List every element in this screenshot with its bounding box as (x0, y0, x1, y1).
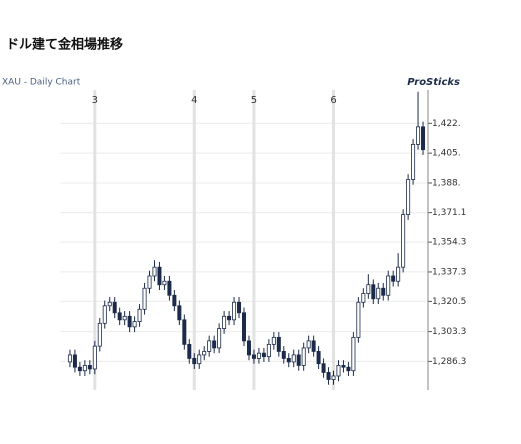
candle-body (301, 347, 306, 366)
candle-body (207, 340, 212, 352)
candle-body (157, 266, 162, 286)
candle-body (336, 365, 341, 377)
y-tick-label: 1,320.5 (432, 297, 466, 307)
candle-body (341, 365, 346, 368)
candle-body (72, 354, 77, 368)
candle-body (67, 354, 72, 363)
candle-body (112, 301, 117, 314)
candle-body (122, 315, 127, 321)
candle-body (321, 363, 326, 373)
candle-body (117, 312, 122, 321)
y-tick-label: 1,422. (432, 119, 461, 129)
candle-body (82, 365, 87, 372)
candle-body (222, 315, 227, 329)
candle-body (192, 358, 197, 365)
candle-body (276, 336, 281, 352)
candle-body (256, 352, 261, 359)
candle-body (92, 345, 97, 370)
candle-body (351, 336, 356, 372)
candle-body (366, 284, 371, 294)
candle-body (132, 321, 137, 328)
candle-body (311, 340, 316, 352)
candle-body (376, 287, 381, 300)
candle-body (147, 275, 152, 289)
candle-body (217, 328, 222, 349)
candle-body (77, 366, 82, 372)
y-tick-label: 1,303.3 (432, 327, 466, 337)
candle-body (296, 354, 301, 366)
candle-body (411, 143, 416, 180)
candle-body (291, 354, 296, 363)
candle-body (361, 293, 366, 303)
candle-body (346, 366, 351, 372)
candle-body (241, 312, 246, 342)
x-tick-label: 4 (191, 95, 197, 106)
candle-body (406, 179, 411, 215)
chart-title: ドル建て金相場推移 (6, 37, 123, 53)
candle-body (137, 308, 142, 322)
x-tick-label: 3 (92, 95, 98, 106)
candle-body (371, 284, 376, 300)
candle-body (326, 372, 331, 380)
y-tick-label: 1,337.3 (432, 267, 466, 277)
y-tick-label: 1,371.1 (432, 208, 466, 218)
x-tick-label: 6 (330, 95, 336, 106)
candle-body (386, 275, 391, 296)
candle-body (142, 287, 147, 310)
candle-body (251, 354, 256, 359)
candle-body (87, 365, 92, 370)
candle-body (286, 358, 291, 363)
candle-body (187, 343, 192, 359)
y-tick-label: 1,405. (432, 149, 461, 159)
candle-body (266, 343, 271, 358)
candle-body (162, 280, 167, 286)
candle-body (102, 305, 107, 324)
candle-body (271, 336, 276, 345)
candle-body (331, 375, 336, 380)
candle-body (401, 214, 406, 268)
candle-body (97, 322, 102, 347)
candle-body (396, 266, 401, 282)
candle-body (381, 287, 386, 296)
candle-body (167, 280, 172, 296)
y-tick-label: 1,286.3 (432, 357, 466, 367)
candle-body (356, 301, 361, 338)
candle-body (182, 319, 187, 345)
candle-body (107, 301, 112, 307)
candle-body (227, 315, 232, 321)
candle-body (237, 301, 242, 314)
candle-body (391, 275, 396, 282)
candle-body (202, 351, 207, 356)
y-tick-label: 1,354.3 (432, 238, 466, 248)
brand: ProSticks (407, 77, 460, 88)
y-tick-label: 1,388. (432, 178, 461, 188)
candle-body (197, 354, 202, 365)
candle-body (152, 266, 157, 277)
x-tick-label: 5 (251, 95, 257, 106)
candle-body (416, 126, 421, 145)
candle-body (281, 351, 286, 359)
chart-subtitle: XAU - Daily Chart (2, 78, 81, 88)
candle-body (177, 305, 182, 321)
candle-body (316, 351, 321, 365)
candle-body (421, 126, 426, 151)
candle-body (246, 340, 251, 356)
candle-body (261, 352, 266, 358)
candle-body (306, 340, 311, 349)
candle-body (127, 315, 132, 328)
candle-body (212, 340, 217, 349)
candle-body (232, 301, 237, 321)
candle-body (172, 294, 177, 307)
